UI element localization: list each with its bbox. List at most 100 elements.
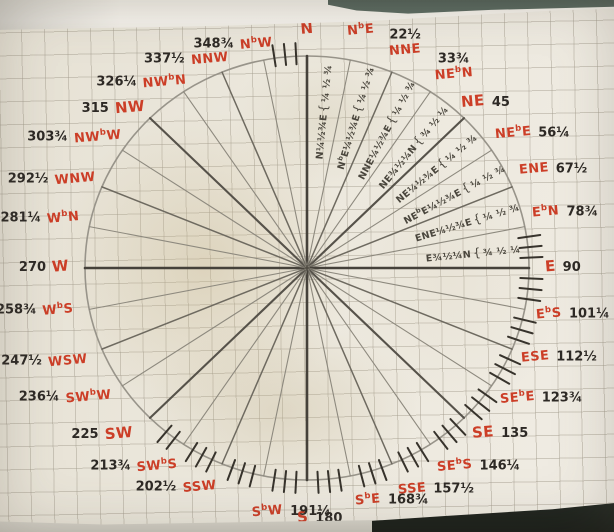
compass-radius-ENE [309, 186, 513, 268]
quarter-tick [271, 44, 277, 68]
compass-radius-SSW [221, 270, 307, 465]
compass-point-SWbW: 236¼ SWbW [18, 387, 112, 407]
compass-radius-NEbE [309, 149, 493, 267]
point-degrees: 292½ [7, 171, 49, 187]
point-degrees: 270 [18, 260, 47, 275]
point-name: ESE [520, 348, 550, 366]
point-name: E [544, 256, 557, 276]
point-degrees: 33¾ [437, 51, 470, 67]
note-fractions: ¼ ½ ¾ [481, 202, 521, 225]
quarter-tick [156, 424, 173, 444]
compass-point-NEbN: 33¾ NEbN [433, 51, 474, 84]
quarter-tick [517, 233, 542, 240]
note-fractions: ¾ ½ ¼ [482, 243, 522, 259]
point-name: NEbN [433, 64, 474, 84]
quarter-tick [519, 277, 544, 281]
quarter-tick [489, 371, 511, 385]
point-name: SbW [251, 502, 284, 520]
point-degrees: 112½ [556, 349, 597, 365]
point-name: WbN [46, 208, 81, 227]
compass-point-WNW: 292½ WNW [7, 169, 96, 187]
compass-radius-WbS [88, 268, 305, 310]
point-name: EbN [531, 202, 561, 221]
point-name: NW [114, 96, 146, 118]
quarter-tick [406, 446, 420, 468]
point-name: SbE [354, 490, 382, 509]
quarter-tick [294, 470, 298, 494]
quarter-tick [357, 464, 366, 488]
quarter-tick [282, 469, 288, 494]
compass-radius-SW [148, 269, 306, 419]
brace: { [472, 244, 482, 260]
quarter-tick [519, 255, 544, 259]
compass-radius-SSE [307, 270, 393, 465]
compass-point-WSW: 247½ WSW [1, 352, 88, 371]
quarter-tick [316, 470, 320, 494]
compass-point-SEbE: SEbE 123¾ [499, 388, 582, 407]
point-name: SEbS [436, 456, 474, 475]
note-fractions: ¼ ½ ¾ [390, 79, 418, 118]
point-degrees: 258¾ [0, 302, 37, 318]
quarter-tick [282, 42, 288, 67]
point-degrees: 168¾ [387, 492, 429, 508]
compass-radius-SE [308, 269, 466, 419]
quarter-tick [518, 244, 543, 250]
quarter-tick [271, 468, 277, 492]
point-degrees: 101¼ [568, 306, 610, 322]
point-name: NNE [388, 41, 422, 59]
compass-point-SbW: SbW 191¼ [251, 502, 331, 520]
compass-radius-ESE [309, 268, 513, 350]
compass-radius-EbN [309, 226, 526, 268]
point-degrees: 56¼ [538, 125, 570, 141]
compass-point-SSW: 202½ SSW [135, 477, 217, 496]
point-name: NbE [346, 21, 376, 40]
quarter-tick [517, 296, 542, 303]
point-name: EbS [535, 305, 563, 324]
point-name: WSW [47, 352, 88, 371]
quarter-tick [494, 363, 516, 376]
quarter-tick [510, 326, 534, 335]
quarter-tick [477, 388, 498, 404]
quarter-tick [184, 441, 199, 463]
quarter-tick [449, 418, 467, 436]
quarter-tick [397, 451, 409, 473]
point-name: SSW [181, 477, 217, 496]
point-degrees: 281¼ [0, 210, 42, 226]
point-degrees: 303¾ [27, 129, 68, 145]
quarter-tick [237, 462, 247, 485]
point-degrees: 337½ [144, 51, 185, 67]
note-fractions: ¼ ½ ¾ [469, 163, 508, 192]
paper-bottom-edge [0, 520, 372, 532]
quarter-tick [464, 403, 483, 421]
compass-radius-NNW [221, 71, 307, 266]
point-degrees: 202½ [135, 479, 177, 495]
point-name: SWbW [64, 387, 112, 407]
compass-radius-NW [148, 117, 306, 267]
point-name: ENE [518, 159, 550, 178]
quarter-tick [205, 451, 217, 473]
quarter-tick [415, 441, 430, 463]
point-degrees: 90 [562, 260, 581, 275]
note-fractions: ¾ ½ ¼ [418, 104, 452, 141]
compass-point-ENE: ENE 67½ [518, 159, 587, 178]
quarter-tick [471, 396, 491, 412]
point-degrees: 236¼ [18, 389, 60, 405]
compass-point-SEbS: SEbS 146¼ [436, 456, 520, 475]
compass-radius-SEbS [308, 270, 431, 445]
point-name: NWbW [73, 127, 122, 147]
quarter-tick [518, 286, 543, 292]
point-degrees: 135 [501, 426, 529, 442]
quarter-point-note-84.375: E¾½¼N{¾ ½ ¼ [425, 243, 522, 265]
compass-point-E: E 90 [544, 256, 581, 276]
quarter-tick [294, 42, 298, 66]
compass-radius-NEbN [308, 91, 431, 266]
point-name: SEbE [499, 388, 536, 407]
point-degrees: 247½ [1, 353, 42, 369]
point-degrees: 225 [71, 427, 99, 443]
point-name: WbS [41, 301, 75, 320]
point-name: NbW [239, 35, 274, 54]
quarter-tick [513, 316, 537, 324]
quarter-tick [367, 462, 377, 485]
